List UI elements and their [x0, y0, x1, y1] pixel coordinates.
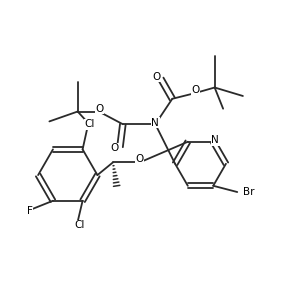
Text: F: F — [27, 206, 33, 216]
Text: Br: Br — [243, 187, 255, 197]
Text: O: O — [152, 72, 161, 82]
Text: N: N — [152, 118, 159, 128]
Text: O: O — [136, 154, 144, 164]
Text: O: O — [95, 104, 103, 114]
Text: Cl: Cl — [75, 220, 85, 230]
Text: Cl: Cl — [84, 119, 95, 129]
Text: O: O — [111, 143, 119, 153]
Text: N: N — [211, 135, 219, 145]
Text: O: O — [191, 85, 199, 95]
